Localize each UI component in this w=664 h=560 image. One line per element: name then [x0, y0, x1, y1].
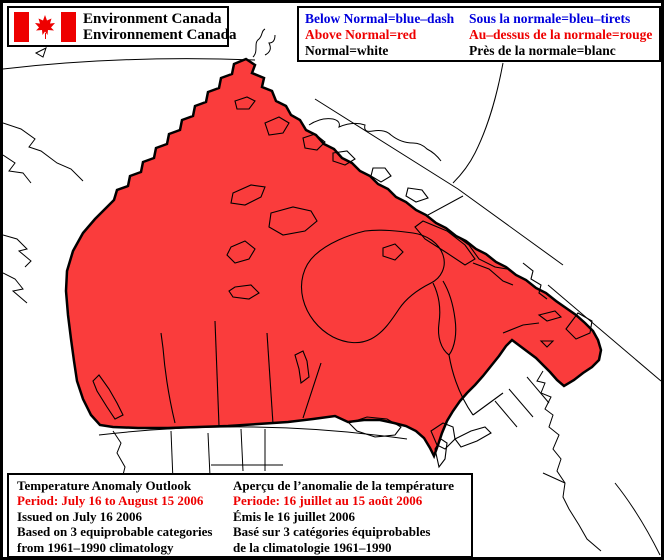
legend-above-normal-fr: Au–dessus de la normale=rouge — [469, 27, 653, 42]
method-line1-fr: Basé sur 3 catégories équiprobables — [233, 524, 431, 540]
canada-flag-icon — [14, 11, 76, 42]
legend-above-normal-en: Above Normal=red — [305, 27, 417, 42]
legend-normal-en: Normal=white — [305, 43, 389, 58]
method-line2-en: from 1961–1990 climatology — [17, 539, 174, 555]
gulf-st-lawrence-outlines — [92, 310, 593, 420]
greenland-coastline — [252, 28, 504, 184]
map-legend: Below Normal=blue–dash Sous la normale=b… — [297, 6, 661, 62]
arctic-islands-outlines — [230, 96, 476, 266]
agency-name-fr: Environnement Canada — [83, 26, 237, 43]
legend-normal-fr: Près de la normale=blanc — [469, 43, 616, 58]
canada-above-normal-region — [64, 57, 603, 460]
outlook-period-en: Period: July 16 to August 15 2006 — [17, 493, 204, 509]
outlook-title-en: Temperature Anomaly Outlook — [17, 478, 192, 493]
legend-below-normal-en: Below Normal=blue–dash — [305, 11, 455, 26]
agency-logo-box: Environment Canada Environnement Canada — [7, 6, 237, 47]
legend-row-normal: Normal=white Près de la normale=blanc — [305, 43, 653, 59]
legend-row-above-normal: Above Normal=red Au–dessus de la normale… — [305, 27, 653, 43]
agency-name-en: Environment Canada — [83, 10, 222, 27]
provincial-borders — [160, 234, 548, 427]
issue-date-en: Issued on July 16 2006 — [17, 508, 142, 524]
issue-date-fr: Émis le 16 juillet 2006 — [233, 508, 356, 524]
issuance-info-box: Temperature Anomaly Outlook Period: July… — [7, 473, 473, 557]
method-line2-fr: de la climatologie 1961–1990 — [233, 539, 392, 555]
legend-below-normal-fr: Sous la normale=bleu–tirets — [469, 11, 631, 26]
legend-row-below-normal: Below Normal=blue–dash Sous la normale=b… — [305, 11, 653, 27]
issuance-info-en: Temperature Anomaly Outlook Period: July… — [17, 478, 233, 555]
outlook-title-fr: Aperçu de l’anomalie de la température — [233, 478, 455, 493]
map-canvas — [3, 28, 661, 556]
issuance-info-fr: Aperçu de l’anomalie de la température P… — [233, 478, 455, 555]
method-line1-en: Based on 3 equiprobable categories — [17, 524, 213, 540]
agency-name: Environment Canada Environnement Canada — [83, 11, 237, 43]
maple-leaf-icon — [35, 14, 55, 35]
lakes-outlines — [226, 240, 492, 469]
outlook-period-fr: Periode: 16 juillet au 15 août 2006 — [233, 493, 423, 509]
alaska-coastline — [3, 122, 84, 304]
